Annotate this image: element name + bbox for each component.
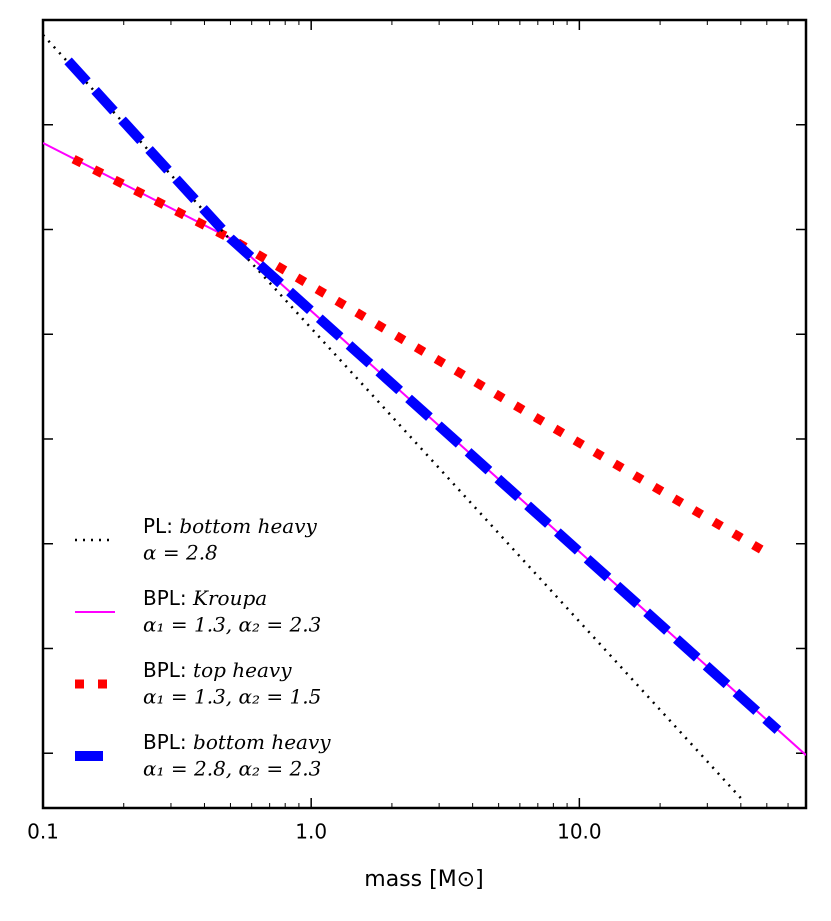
legend-label-prefix: BPL:	[143, 658, 193, 682]
legend-label: BPL: bottom heavy	[143, 730, 331, 754]
legend-params: α = 2.8	[143, 541, 218, 565]
legend-params: α₁ = 1.3, α₂ = 2.3	[143, 613, 321, 637]
legend-label-prefix: BPL:	[143, 730, 193, 754]
legend-label-name: top heavy	[193, 658, 292, 682]
plot-frame	[41, 18, 808, 810]
legend-label: BPL: Kroupa	[143, 586, 267, 610]
x-tick-label: 0.1	[27, 820, 59, 844]
x-tick-label: 1.0	[295, 820, 327, 844]
legend-params: α₁ = 1.3, α₂ = 1.5	[143, 685, 321, 709]
legend-params: α₁ = 2.8, α₂ = 2.3	[143, 757, 321, 781]
legend-label-prefix: PL:	[143, 514, 179, 538]
legend-label-name: bottom heavy	[193, 730, 331, 754]
legend-label: PL: bottom heavy	[143, 514, 318, 538]
legend-label-name: Kroupa	[192, 586, 267, 610]
series-line	[64, 57, 782, 734]
x-axis-label: mass [M⊙]	[364, 867, 483, 892]
legend-label-prefix: BPL:	[143, 586, 193, 610]
x-tick-label: 10.0	[557, 820, 602, 844]
series-line	[71, 155, 770, 557]
legend-label-name: bottom heavy	[179, 514, 317, 538]
legend-label: BPL: top heavy	[143, 658, 292, 682]
